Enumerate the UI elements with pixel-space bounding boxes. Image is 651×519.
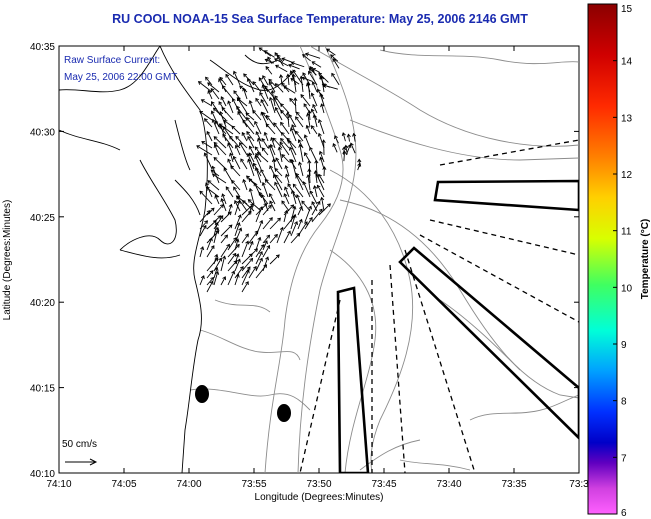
coastline: [59, 46, 296, 473]
x-axis-ticks: 74:10 74:05 74:00 73:55 73:50 73:45 73:40 73:35…: [46, 46, 589, 490]
colorbar-tick-label: 12: [621, 170, 633, 181]
y-tick-label: 40:25: [30, 213, 55, 224]
colorbar: [587, 3, 618, 515]
colorbar-ticks: 15 14 13 12 11 10 9 8 7 6: [613, 3, 633, 519]
x-axis-label: Longitude (Degrees:Minutes): [255, 492, 384, 503]
colorbar-tick-label: 6: [621, 508, 627, 519]
x-tick-label: 73:50: [306, 479, 331, 490]
y-tick-label: 40:30: [30, 127, 55, 138]
station-marker: [195, 385, 209, 403]
x-tick-label: 74:10: [46, 479, 71, 490]
colorbar-label: Temperature (°C): [640, 219, 651, 300]
colorbar-tick-label: 14: [621, 57, 633, 68]
x-tick-label: 74:00: [176, 479, 201, 490]
x-tick-label: 73:3: [569, 479, 589, 490]
scale-arrow: [65, 458, 98, 466]
colorbar-tick-label: 7: [621, 453, 627, 464]
y-axis-ticks: 40:35 40:30 40:25 40:20 40:15 40:10: [30, 42, 579, 480]
x-tick-label: 73:55: [241, 479, 266, 490]
colorbar-tick-label: 9: [621, 340, 627, 351]
colorbar-tick-label: 8: [621, 397, 627, 408]
y-axis-label: Latitude (Degrees:Minutes): [2, 200, 13, 321]
y-tick-label: 40:20: [30, 298, 55, 309]
annotation-line2: May 25, 2006 22:00 GMT: [64, 72, 177, 83]
colorbar-tick-label: 13: [621, 113, 633, 124]
y-tick-label: 40:15: [30, 384, 55, 395]
study-area-polygons: [336, 179, 579, 473]
colorbar-tick-label: 10: [621, 283, 633, 294]
x-tick-label: 73:45: [371, 479, 396, 490]
y-tick-label: 40:10: [30, 469, 55, 480]
x-tick-label: 73:40: [436, 479, 461, 490]
station-marker: [277, 404, 291, 422]
radial-dashed-lines: [299, 139, 579, 473]
colorbar-tick-label: 15: [621, 4, 633, 15]
y-tick-label: 40:35: [30, 42, 55, 53]
x-tick-label: 74:05: [111, 479, 136, 490]
x-tick-label: 73:35: [501, 479, 526, 490]
map-title: RU COOL NOAA-15 Sea Surface Temperature:…: [112, 12, 528, 26]
annotation-line1: Raw Surface Current:: [64, 55, 160, 66]
scale-label: 50 cm/s: [62, 439, 97, 450]
surface-current-vectors: [196, 47, 362, 293]
colorbar-tick-label: 11: [621, 227, 632, 238]
map-frame: [58, 45, 580, 474]
bathymetry-contours: [189, 46, 579, 473]
